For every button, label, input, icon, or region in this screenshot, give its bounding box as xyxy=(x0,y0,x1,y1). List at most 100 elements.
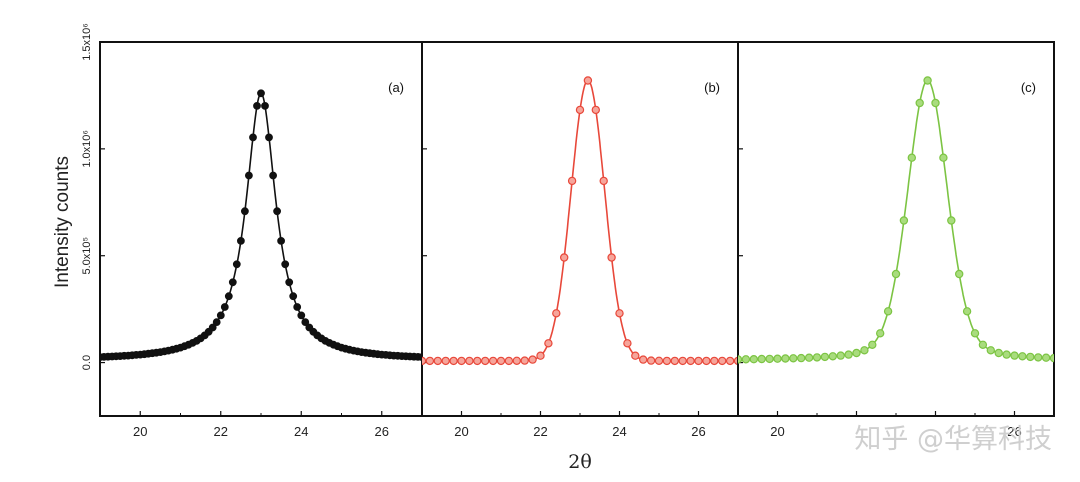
data-point xyxy=(520,356,529,365)
data-point xyxy=(765,354,774,364)
data-point xyxy=(852,348,861,358)
data-point xyxy=(978,340,988,349)
data-point xyxy=(876,329,885,338)
data-point xyxy=(986,346,996,355)
data-point xyxy=(939,153,948,162)
panel-tag: (c) xyxy=(1021,80,1036,95)
data-point xyxy=(536,351,545,360)
data-point xyxy=(844,350,853,359)
data-point xyxy=(488,356,498,366)
data-point xyxy=(449,356,458,366)
data-point xyxy=(820,352,830,362)
data-point xyxy=(591,105,601,115)
data-point xyxy=(599,176,608,186)
data-point xyxy=(265,133,273,142)
data-point xyxy=(678,356,687,366)
data-point xyxy=(422,356,427,366)
data-point xyxy=(646,356,656,365)
data-point xyxy=(899,216,909,225)
panel-tag: (a) xyxy=(388,80,404,95)
data-series xyxy=(422,76,738,366)
data-point xyxy=(797,353,806,363)
data-point xyxy=(836,351,845,360)
x-tick-label: 22 xyxy=(533,424,547,439)
data-point xyxy=(738,355,743,364)
data-point xyxy=(228,278,237,287)
data-point xyxy=(860,346,869,355)
data-point xyxy=(253,101,261,110)
x-tick-label: 26 xyxy=(1007,424,1021,439)
data-point xyxy=(994,348,1003,358)
data-point xyxy=(544,339,553,348)
data-point xyxy=(269,171,278,180)
panel-b: 20 22 24 26 (b) xyxy=(421,41,739,439)
data-point xyxy=(718,356,727,366)
data-point xyxy=(757,354,766,364)
data-series xyxy=(100,89,422,361)
data-point xyxy=(907,153,917,162)
data-point xyxy=(1033,353,1043,362)
data-point xyxy=(749,355,759,364)
data-point xyxy=(433,356,442,366)
data-point xyxy=(741,355,751,364)
panel-frame xyxy=(99,41,423,417)
data-point xyxy=(702,356,711,366)
x-axis-title: 2θ xyxy=(568,451,592,473)
data-point xyxy=(289,292,298,301)
data-point xyxy=(631,351,640,360)
x-tick-label: 20 xyxy=(454,424,468,439)
data-point xyxy=(481,356,490,366)
data-point xyxy=(277,236,286,245)
data-point xyxy=(457,356,466,366)
watermark-text: 知乎 @华算科技 xyxy=(854,424,1052,455)
data-point xyxy=(504,356,514,366)
x-tick-label: 22 xyxy=(214,424,228,439)
data-point xyxy=(828,352,838,361)
data-point xyxy=(686,356,695,366)
data-point xyxy=(931,98,940,108)
data-point xyxy=(240,207,249,216)
data-point xyxy=(607,253,616,262)
data-point xyxy=(560,253,569,262)
data-point xyxy=(670,356,680,366)
data-point xyxy=(261,101,269,110)
data-point xyxy=(812,353,822,362)
data-point xyxy=(208,323,217,332)
data-point xyxy=(962,307,972,316)
series-line xyxy=(738,79,1054,361)
data-point xyxy=(891,269,901,279)
data-point xyxy=(232,260,241,269)
data-point xyxy=(293,303,302,311)
x-tick-label: 20 xyxy=(133,424,147,439)
data-point xyxy=(285,278,294,287)
data-point xyxy=(552,309,561,318)
data-point xyxy=(915,98,924,108)
data-point xyxy=(923,76,932,85)
panel-c: 20 26 (c) xyxy=(737,41,1055,439)
data-point xyxy=(567,176,577,186)
data-point xyxy=(1041,353,1051,362)
data-point xyxy=(883,307,893,316)
data-point xyxy=(212,318,221,327)
data-point xyxy=(273,207,282,216)
data-point xyxy=(236,236,245,245)
data-point xyxy=(244,171,253,180)
data-point xyxy=(216,311,225,320)
data-point xyxy=(473,356,482,366)
y-tick-label: 0.0 xyxy=(81,355,93,370)
panel-tag: (b) xyxy=(704,80,720,95)
data-point xyxy=(257,89,265,98)
data-point xyxy=(1002,350,1011,359)
data-point xyxy=(639,355,648,364)
data-point xyxy=(1010,351,1019,360)
y-tick-label: 1.5x10⁶ xyxy=(81,23,93,61)
data-series xyxy=(738,76,1054,364)
data-point xyxy=(710,356,719,366)
data-point xyxy=(496,356,506,366)
data-point xyxy=(575,105,585,115)
x-tick-label: 24 xyxy=(294,424,308,439)
data-point xyxy=(441,356,450,366)
data-point xyxy=(868,340,877,349)
data-point xyxy=(955,269,964,279)
